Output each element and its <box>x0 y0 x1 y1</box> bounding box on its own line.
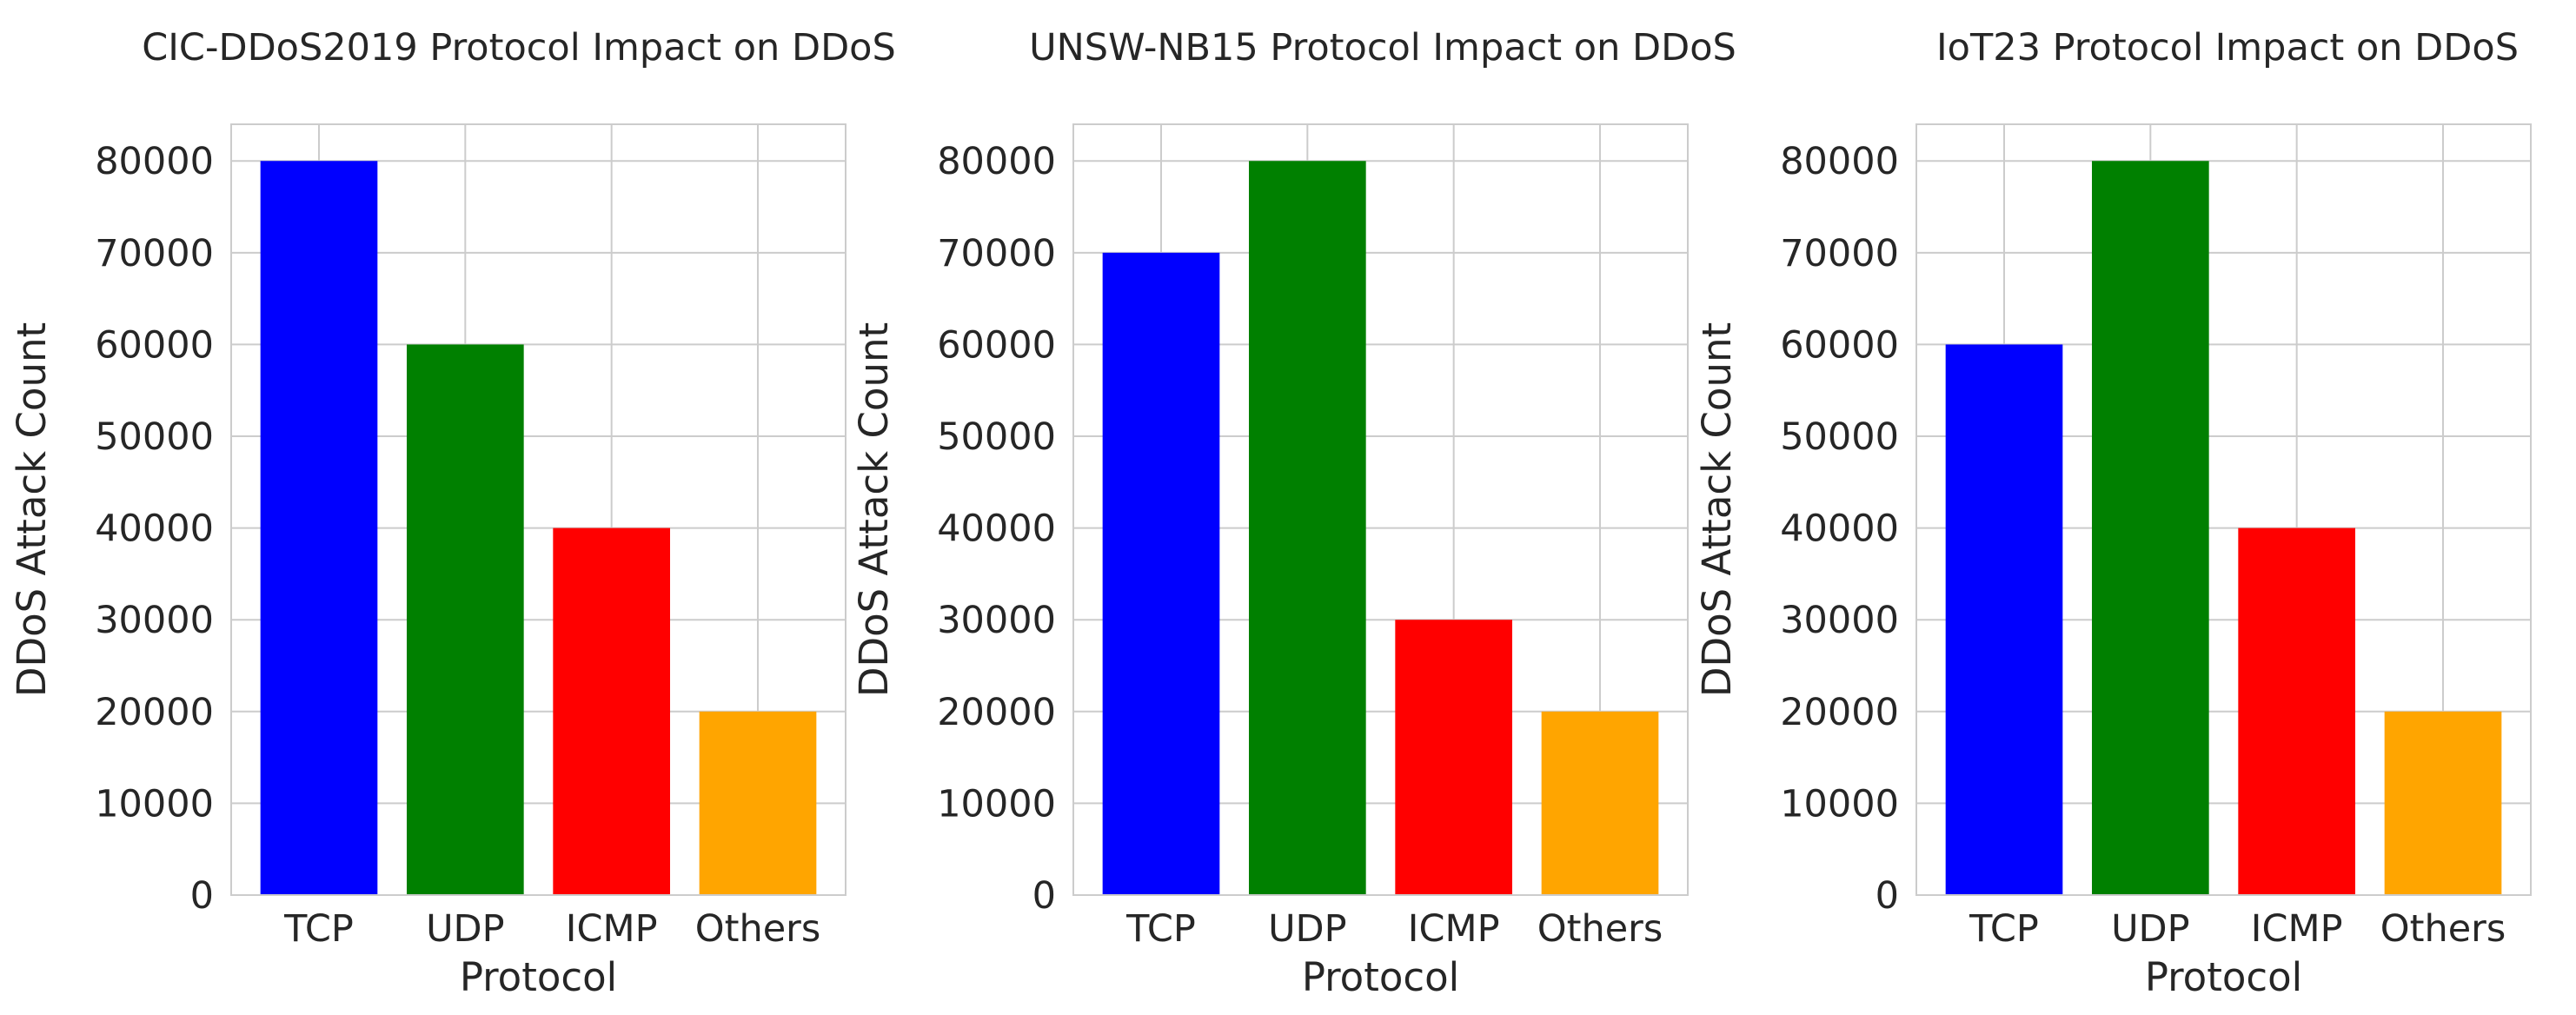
y-tick-label: 30000 <box>95 599 214 642</box>
bar-udp <box>407 344 524 895</box>
y-tick-label: 0 <box>1876 874 1899 918</box>
y-tick-label: 10000 <box>1780 782 1899 826</box>
y-tick-label: 60000 <box>1780 323 1899 367</box>
y-tick-label: 80000 <box>937 140 1056 183</box>
bar-tcp <box>260 161 378 895</box>
chart-iot23: 0 10000 20000 30000 40000 50000 60000 70000 8000… <box>1694 26 2532 1000</box>
plot-frame <box>230 123 846 896</box>
y-tick-label: 80000 <box>1780 140 1899 183</box>
y-axis-label: DDoS Attack Count <box>1694 322 1740 697</box>
bar-udp <box>1249 161 1366 895</box>
x-tick-label: UDP <box>1268 907 1347 951</box>
y-tick-label: 70000 <box>1780 232 1899 275</box>
chart-title: UNSW-NB15 Protocol Impact on DDoS <box>1029 26 1736 70</box>
x-tick-label: TCP <box>1969 907 2039 951</box>
y-tick-label: 30000 <box>1780 599 1899 642</box>
bar-icmp <box>2238 527 2355 895</box>
chart-cic-ddos2019: 0 10000 20000 30000 40000 50000 60000 70000 8000… <box>9 26 896 1000</box>
chart-unsw-nb15: 0 10000 20000 30000 40000 50000 60000 70000 8000… <box>851 26 1736 1000</box>
y-tick-label: 30000 <box>937 599 1056 642</box>
x-tick-label: ICMP <box>566 907 658 951</box>
y-tick-label: 20000 <box>937 691 1056 734</box>
plot-frame <box>1072 123 1689 896</box>
x-tick-label: TCP <box>283 907 354 951</box>
y-tick-label: 70000 <box>95 232 214 275</box>
y-tick-label: 0 <box>190 874 214 918</box>
y-axis-label: DDoS Attack Count <box>851 322 897 697</box>
bar-icmp <box>1395 620 1512 895</box>
x-tick-label: ICMP <box>1408 907 1500 951</box>
y-tick-label: 50000 <box>95 415 214 459</box>
y-tick-label: 40000 <box>1780 507 1899 551</box>
x-tick-label: Others <box>1537 907 1663 951</box>
y-tick-label: 60000 <box>937 323 1056 367</box>
y-tick-label: 20000 <box>95 691 214 734</box>
y-tick-label: 10000 <box>95 782 214 826</box>
x-axis-label: Protocol <box>1302 954 1459 1000</box>
y-tick-label: 0 <box>1032 874 1056 918</box>
y-tick-label: 70000 <box>937 232 1056 275</box>
y-tick-label: 50000 <box>1780 415 1899 459</box>
x-axis-label: Protocol <box>460 954 617 1000</box>
x-tick-label: Others <box>2380 907 2506 951</box>
bar-icmp <box>553 527 670 895</box>
x-tick-label: TCP <box>1125 907 1196 951</box>
y-tick-label: 50000 <box>937 415 1056 459</box>
y-tick-label: 10000 <box>937 782 1056 826</box>
y-tick-label: 20000 <box>1780 691 1899 734</box>
y-tick-label: 80000 <box>95 140 214 183</box>
bar-tcp <box>1945 344 2063 895</box>
plot-frame <box>1915 123 2532 896</box>
y-tick-label: 60000 <box>95 323 214 367</box>
x-tick-label: UDP <box>426 907 505 951</box>
bar-udp <box>2092 161 2209 895</box>
x-axis-label: Protocol <box>2145 954 2302 1000</box>
x-tick-label: ICMP <box>2251 907 2343 951</box>
x-tick-label: UDP <box>2111 907 2190 951</box>
chart-title: CIC-DDoS2019 Protocol Impact on DDoS <box>142 26 896 70</box>
chart-title: IoT23 Protocol Impact on DDoS <box>1936 26 2519 70</box>
bar-tcp <box>1102 252 1220 895</box>
y-tick-label: 40000 <box>95 507 214 551</box>
bar-others <box>699 711 817 895</box>
y-axis-label: DDoS Attack Count <box>9 322 55 697</box>
y-tick-label: 40000 <box>937 507 1056 551</box>
bar-others <box>2384 711 2502 895</box>
bar-others <box>1541 711 1659 895</box>
x-tick-label: Others <box>695 907 821 951</box>
